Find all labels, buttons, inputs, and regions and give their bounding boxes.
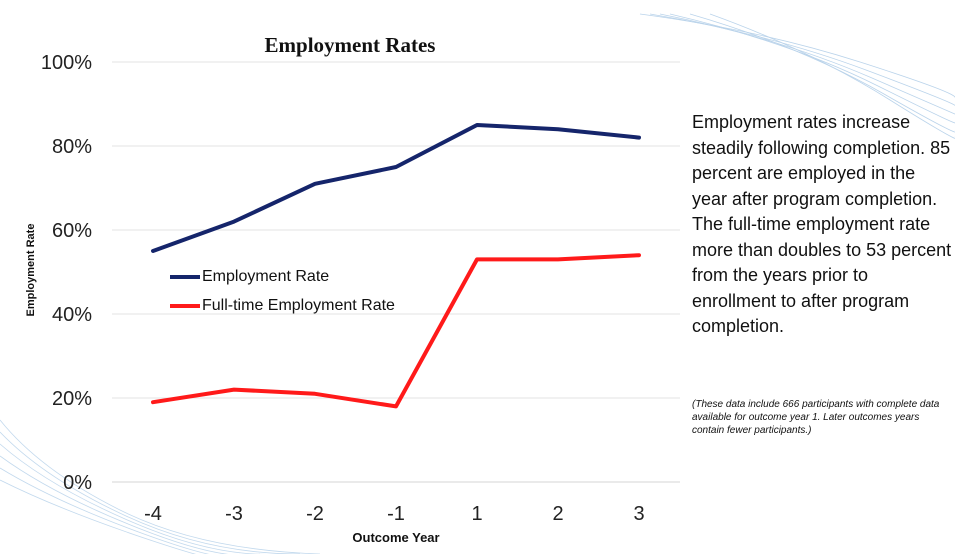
chart-title: Employment Rates bbox=[264, 33, 436, 57]
legend-item-employment-rate: Employment Rate bbox=[170, 262, 395, 291]
y-tick-label: 60% bbox=[52, 220, 92, 242]
x-axis-label: Outcome Year bbox=[352, 530, 440, 545]
footnote-text: (These data include 666 participants wit… bbox=[692, 399, 940, 436]
description-text: Employment rates increase steadily follo… bbox=[692, 112, 952, 336]
x-tick-label: 2 bbox=[552, 503, 563, 525]
y-tick-label: 40% bbox=[52, 304, 92, 326]
x-tick-label: -4 bbox=[144, 503, 162, 525]
x-tick-label: -2 bbox=[306, 503, 324, 525]
y-tick-label: 80% bbox=[52, 136, 92, 158]
legend-label-employment-rate: Employment Rate bbox=[202, 267, 330, 285]
legend-label-full-time-employment-rate: Full-time Employment Rate bbox=[202, 296, 395, 314]
x-tick-label: -3 bbox=[225, 503, 243, 525]
legend-swatch-full-time-employment-rate bbox=[170, 303, 200, 308]
y-tick-label: 20% bbox=[52, 388, 92, 410]
x-tick-label: 1 bbox=[471, 503, 482, 525]
y-tick-label: 0% bbox=[63, 472, 92, 494]
x-tick-label: 3 bbox=[633, 503, 644, 525]
x-tick-label: -1 bbox=[387, 503, 405, 525]
y-tick-label: 100% bbox=[41, 52, 92, 74]
legend-swatch-employment-rate bbox=[170, 274, 200, 279]
series-line-employment-rate bbox=[151, 123, 641, 253]
legend-item-full-time-employment-rate: Full-time Employment Rate bbox=[170, 291, 395, 320]
legend: Employment Rate Full-time Employment Rat… bbox=[170, 262, 395, 320]
y-axis-label: Employment Rate bbox=[25, 223, 37, 317]
